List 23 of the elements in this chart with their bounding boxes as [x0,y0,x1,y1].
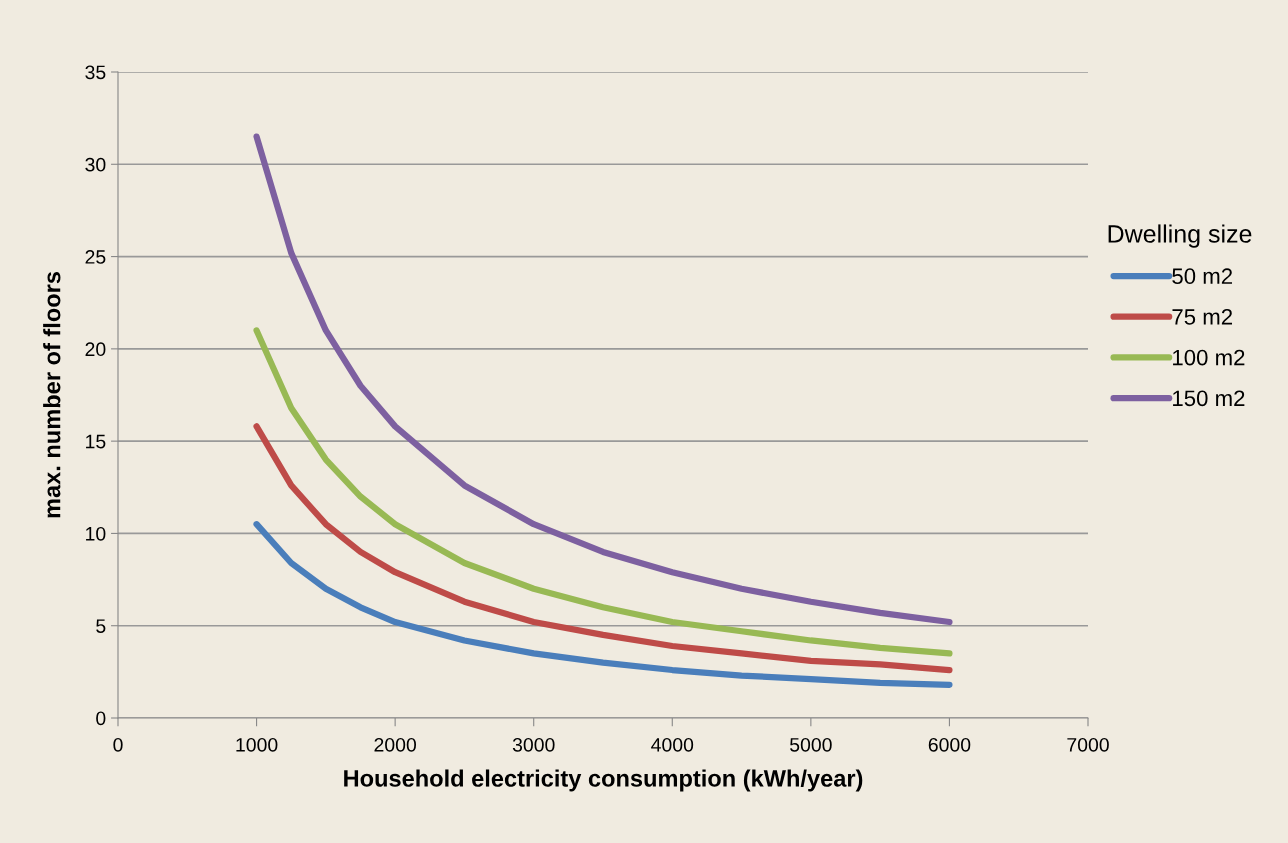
x-axis-title: Household electricity consumption (kWh/year) [344,769,863,792]
legend-label: 50 m2 [1172,268,1233,285]
y-tick-label: 20 [85,342,106,357]
x-tick-label: 5000 [790,737,832,752]
y-tick-label: 35 [85,65,106,80]
legend-title: Dwelling size [1108,224,1252,248]
y-tick-label: 5 [96,619,106,633]
x-tick-label: 0 [113,737,123,752]
legend-label: 150 m2 [1173,390,1245,407]
x-tick-label: 3000 [512,737,555,752]
legend-label: 100 m2 [1173,349,1245,366]
legend-label: 75 m2 [1172,309,1233,325]
x-tick-label: 1000 [236,737,278,752]
y-tick-label: 15 [86,434,106,449]
x-tick-label: 4000 [651,737,694,752]
y-axis-title: max. number of floors [43,271,61,518]
x-tick-label: 6000 [928,737,971,752]
y-tick-label: 10 [86,526,106,541]
x-tick-label: 2000 [374,737,417,752]
y-tick-label: 25 [85,250,106,264]
y-tick-label: 0 [96,711,106,726]
x-tick-label: 7000 [1067,737,1109,752]
y-tick-label: 30 [85,157,106,172]
